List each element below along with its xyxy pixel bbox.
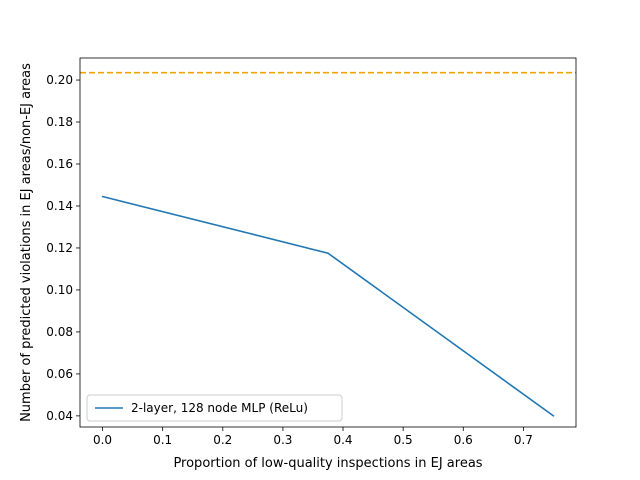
y-tick-label: 0.06 (46, 367, 73, 381)
y-tick-label: 0.20 (46, 73, 73, 87)
data-point (101, 195, 104, 198)
legend-label: 2-layer, 128 node MLP (ReLu) (131, 401, 308, 415)
y-tick-label: 0.12 (46, 241, 73, 255)
x-tick-label: 0.3 (273, 433, 292, 447)
x-tick-label: 0.6 (454, 433, 473, 447)
series-lines (101, 195, 555, 417)
x-tick-label: 0.2 (213, 433, 232, 447)
plot-frame (79, 57, 577, 428)
y-tick-label: 0.14 (46, 199, 73, 213)
x-tick-label: 0.4 (333, 433, 352, 447)
x-axis-ticks: 0.0 0.1 0.2 0.3 0.4 0.5 0.6 0.7 (93, 427, 533, 447)
x-tick-label: 0.0 (93, 433, 112, 447)
y-tick-label: 0.18 (46, 115, 73, 129)
data-point (327, 252, 329, 255)
y-tick-label: 0.08 (46, 325, 73, 339)
x-tick-label: 0.1 (153, 433, 172, 447)
y-tick-label: 0.16 (46, 157, 73, 171)
x-tick-label: 0.5 (394, 433, 413, 447)
plot-background (80, 58, 576, 427)
legend: 2-layer, 128 node MLP (ReLu) (86, 394, 343, 422)
y-tick-label: 0.10 (46, 283, 73, 297)
x-tick-label: 0.7 (514, 433, 533, 447)
x-axis-label: Proportion of low-quality inspections in… (173, 456, 482, 471)
data-point (552, 415, 555, 417)
y-tick-label: 0.04 (46, 409, 73, 423)
y-axis-label: Number of predicted violations in EJ are… (19, 63, 34, 422)
legend-box (86, 394, 343, 422)
y-axis-ticks: 0.04 0.06 0.08 0.10 0.12 0.14 0.16 0.18 0.20 (46, 73, 80, 423)
